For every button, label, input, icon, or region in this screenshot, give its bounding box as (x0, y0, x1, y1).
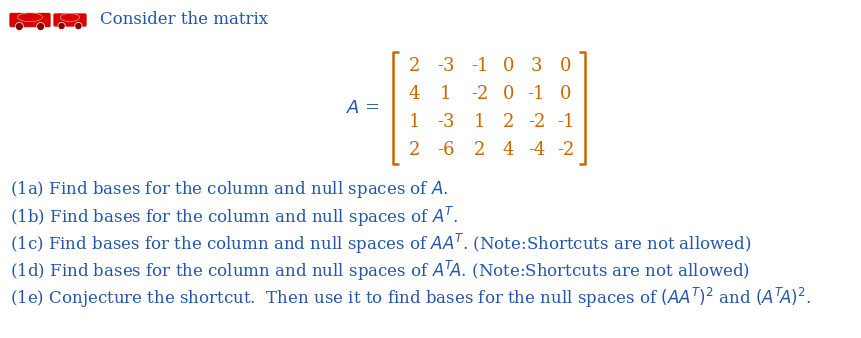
Text: 1: 1 (440, 85, 452, 103)
Text: -3: -3 (437, 113, 455, 131)
Text: (1b) Find bases for the column and null spaces of $\mathit{A}^T$.: (1b) Find bases for the column and null … (10, 205, 458, 229)
Text: 1: 1 (409, 113, 420, 131)
Text: -3: -3 (437, 57, 455, 75)
Text: 0: 0 (560, 85, 571, 103)
Text: 1: 1 (474, 113, 486, 131)
Text: 2: 2 (503, 113, 514, 131)
Text: 0: 0 (503, 85, 514, 103)
Text: Consider the matrix: Consider the matrix (100, 10, 268, 27)
Ellipse shape (60, 14, 80, 22)
Text: 2: 2 (409, 57, 420, 75)
Text: (1a) Find bases for the column and null spaces of $\mathit{A}$.: (1a) Find bases for the column and null … (10, 179, 449, 200)
Text: 4: 4 (409, 85, 420, 103)
Circle shape (15, 23, 23, 30)
Text: -2: -2 (528, 113, 545, 131)
FancyBboxPatch shape (53, 13, 87, 27)
Text: 3: 3 (530, 57, 542, 75)
Text: -1: -1 (471, 57, 488, 75)
Text: -2: -2 (557, 141, 574, 159)
Text: 4: 4 (503, 141, 514, 159)
Circle shape (37, 23, 45, 30)
Text: -2: -2 (471, 85, 488, 103)
Text: (1c) Find bases for the column and null spaces of $\mathit{AA}^T$. (Note:Shortcu: (1c) Find bases for the column and null … (10, 232, 752, 256)
Circle shape (75, 22, 82, 30)
Text: $A$ =: $A$ = (346, 99, 381, 117)
Circle shape (58, 22, 65, 30)
Text: 0: 0 (503, 57, 514, 75)
Ellipse shape (17, 13, 42, 22)
Text: -1: -1 (528, 85, 545, 103)
Text: -4: -4 (528, 141, 545, 159)
Text: 2: 2 (474, 141, 486, 159)
Text: -1: -1 (557, 113, 574, 131)
FancyBboxPatch shape (9, 13, 51, 27)
Text: (1e) Conjecture the shortcut.  Then use it to find bases for the null spaces of : (1e) Conjecture the shortcut. Then use i… (10, 286, 811, 310)
Text: 0: 0 (560, 57, 571, 75)
Text: -6: -6 (437, 141, 455, 159)
Text: 2: 2 (409, 141, 420, 159)
Text: (1d) Find bases for the column and null spaces of $\mathit{A}^T\!\mathit{A}$. (N: (1d) Find bases for the column and null … (10, 259, 750, 283)
